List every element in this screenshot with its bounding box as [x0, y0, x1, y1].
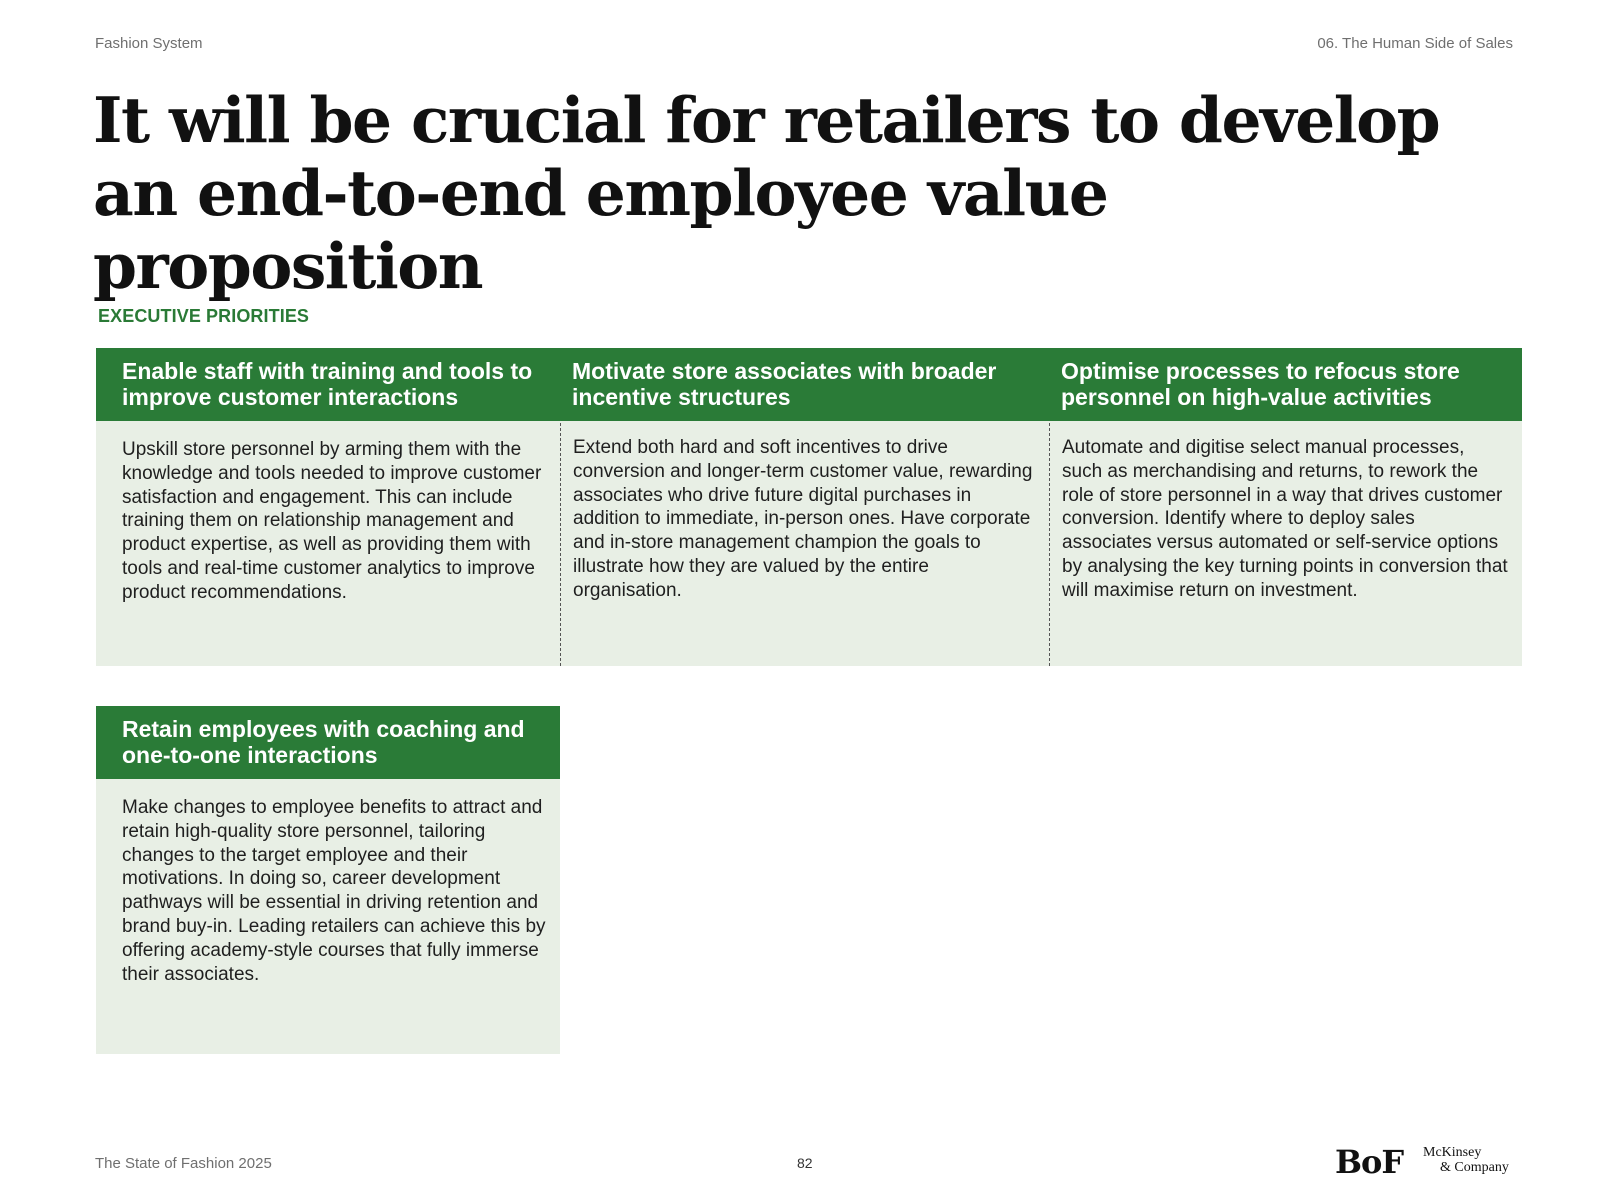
- running-header-chapter: 06. The Human Side of Sales: [1317, 35, 1513, 52]
- priority-card-incentives: Motivate store associates with broader i…: [560, 348, 1050, 666]
- card-heading: Enable staff with training and tools to …: [96, 348, 560, 421]
- card-body: Make changes to employee benefits to att…: [122, 797, 546, 985]
- mckinsey-logo-line1: McKinsey: [1423, 1145, 1482, 1160]
- card-body: Extend both hard and soft incentives to …: [573, 437, 1033, 601]
- footer-publication: The State of Fashion 2025: [95, 1155, 272, 1172]
- card-body: Upskill store personnel by arming them w…: [122, 439, 542, 603]
- section-label: EXECUTIVE PRIORITIES: [98, 306, 310, 326]
- page-title: It will be crucial for retailers to deve…: [93, 83, 1441, 303]
- card-heading: Retain employees with coaching and one-t…: [96, 706, 560, 779]
- priority-card-training: Enable staff with training and tools to …: [96, 348, 560, 666]
- priority-card-retention: Retain employees with coaching and one-t…: [96, 706, 560, 1054]
- priority-card-processes: Optimise processes to refocus store pers…: [1049, 348, 1522, 666]
- page-number: 82: [797, 1155, 813, 1171]
- bof-logo: BoF: [1335, 1143, 1404, 1181]
- mckinsey-logo-line2: & Company: [1440, 1160, 1509, 1175]
- running-header-section: Fashion System: [95, 35, 203, 52]
- card-heading: Optimise processes to refocus store pers…: [1049, 348, 1522, 421]
- mckinsey-logo: McKinsey & Company: [1423, 1145, 1515, 1175]
- card-heading: Motivate store associates with broader i…: [560, 348, 1050, 421]
- card-body: Automate and digitise select manual proc…: [1062, 437, 1508, 601]
